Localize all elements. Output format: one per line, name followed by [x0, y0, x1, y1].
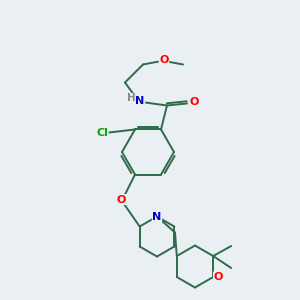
Text: H: H [127, 94, 135, 103]
Text: N: N [152, 212, 162, 221]
Text: O: O [159, 56, 169, 65]
Text: O: O [189, 98, 199, 107]
Text: O: O [214, 272, 223, 282]
Text: N: N [135, 97, 145, 106]
Text: Cl: Cl [96, 128, 108, 139]
Text: O: O [116, 194, 126, 205]
